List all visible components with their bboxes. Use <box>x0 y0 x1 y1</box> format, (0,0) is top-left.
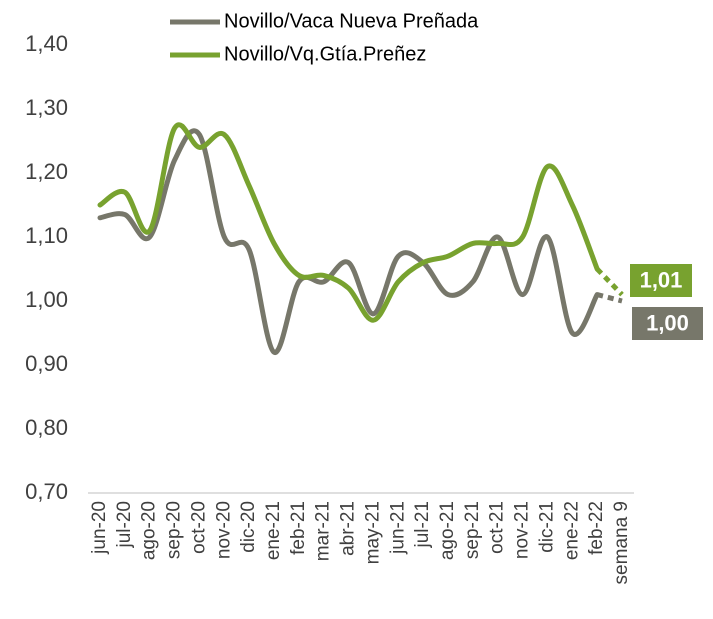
legend-label: Novillo/Vaca Nueva Preñada <box>224 10 479 32</box>
x-tick-label: oct-20 <box>188 501 209 554</box>
y-tick-label: 1,00 <box>25 287 68 312</box>
data-label: 1,00 <box>646 310 689 335</box>
x-tick-label: jul-20 <box>114 501 135 548</box>
y-tick-label: 0,90 <box>25 351 68 376</box>
line-series <box>97 122 600 323</box>
x-tick-label: jun-20 <box>89 501 110 555</box>
x-tick-label: dic-21 <box>536 501 557 553</box>
line-series-dashed <box>596 292 623 304</box>
x-tick-label: may-21 <box>362 501 383 564</box>
legend-label: Novillo/Vq.Gtía.Preñez <box>224 43 426 65</box>
x-tick-label: jun-21 <box>387 501 408 555</box>
x-tick-label: nov-20 <box>213 501 234 559</box>
data-label-box <box>630 264 692 297</box>
x-tick-label: jul-21 <box>412 501 433 548</box>
y-tick-label: 0,70 <box>25 479 68 504</box>
line-series-dashed <box>595 267 624 297</box>
x-tick-label: sep-21 <box>462 501 483 559</box>
x-tick-label: sep-20 <box>164 501 185 559</box>
data-label-box <box>632 307 703 340</box>
x-tick-label: nov-21 <box>512 501 533 559</box>
y-tick-label: 1,10 <box>25 223 68 248</box>
x-tick-label: oct-21 <box>487 501 508 554</box>
x-tick-label: feb-21 <box>288 501 309 555</box>
y-tick-label: 1,30 <box>25 95 68 120</box>
y-tick-label: 1,40 <box>25 31 68 56</box>
x-tick-label: dic-20 <box>238 501 259 553</box>
x-tick-label: abr-21 <box>338 501 359 556</box>
x-tick-label: semana 9 <box>611 501 632 584</box>
line-series <box>97 128 600 355</box>
x-tick-label: ago-20 <box>139 501 160 560</box>
x-tick-label: ene-21 <box>263 501 284 560</box>
x-tick-label: ago-21 <box>437 501 458 560</box>
x-tick-label: mar-21 <box>313 501 334 561</box>
x-tick-label: feb-22 <box>586 501 607 555</box>
x-tick-label: ene-22 <box>561 501 582 560</box>
y-tick-label: 1,20 <box>25 159 68 184</box>
y-tick-label: 0,80 <box>25 415 68 440</box>
data-label: 1,01 <box>640 267 683 292</box>
